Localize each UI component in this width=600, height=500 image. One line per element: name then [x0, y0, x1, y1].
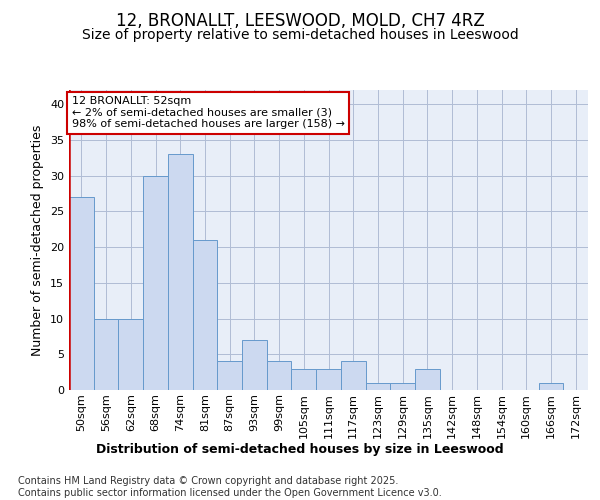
- Bar: [69, 197, 94, 390]
- Text: Distribution of semi-detached houses by size in Leeswood: Distribution of semi-detached houses by …: [96, 442, 504, 456]
- Bar: [217, 362, 242, 390]
- Bar: [316, 368, 341, 390]
- Bar: [341, 362, 365, 390]
- Bar: [267, 362, 292, 390]
- Bar: [415, 368, 440, 390]
- Bar: [143, 176, 168, 390]
- Bar: [168, 154, 193, 390]
- Bar: [242, 340, 267, 390]
- Text: 12 BRONALLT: 52sqm
← 2% of semi-detached houses are smaller (3)
98% of semi-deta: 12 BRONALLT: 52sqm ← 2% of semi-detached…: [71, 96, 344, 129]
- Bar: [539, 383, 563, 390]
- Text: Size of property relative to semi-detached houses in Leeswood: Size of property relative to semi-detach…: [82, 28, 518, 42]
- Y-axis label: Number of semi-detached properties: Number of semi-detached properties: [31, 124, 44, 356]
- Bar: [193, 240, 217, 390]
- Text: 12, BRONALLT, LEESWOOD, MOLD, CH7 4RZ: 12, BRONALLT, LEESWOOD, MOLD, CH7 4RZ: [116, 12, 484, 30]
- Bar: [94, 318, 118, 390]
- Bar: [365, 383, 390, 390]
- Bar: [118, 318, 143, 390]
- Bar: [292, 368, 316, 390]
- Text: Contains HM Land Registry data © Crown copyright and database right 2025.
Contai: Contains HM Land Registry data © Crown c…: [18, 476, 442, 498]
- Bar: [390, 383, 415, 390]
